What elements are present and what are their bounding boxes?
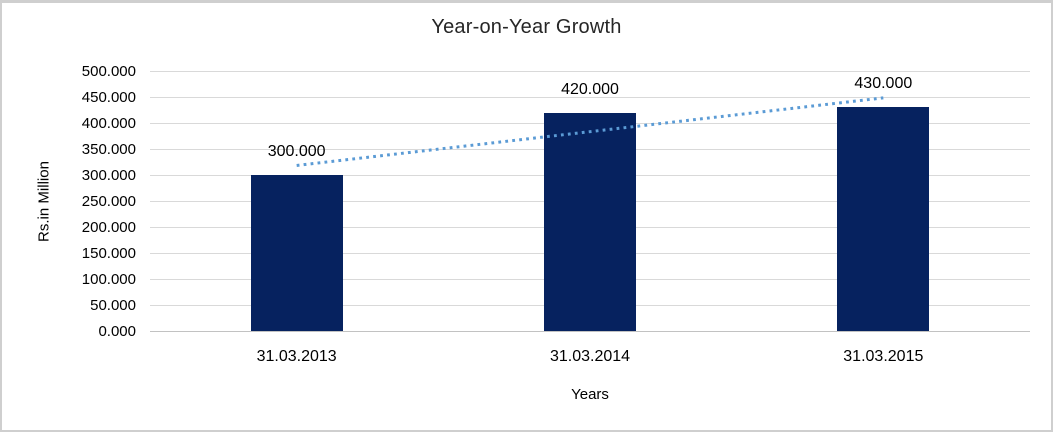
gridline [150,331,1030,332]
y-tick-label: 450.000 [81,89,136,106]
y-tick-label: 350.000 [81,141,136,158]
x-tick-label: 31.03.2015 [843,348,924,365]
y-tick-label: 200.000 [81,219,136,236]
trendline[interactable] [296,96,884,167]
y-tick-label: 100.000 [81,271,136,288]
gridline [150,71,1030,72]
y-tick-label: 400.000 [81,115,136,132]
data-label: 420.000 [561,80,619,98]
bar-31.03.2014[interactable] [544,112,636,331]
y-tick-label: 500.000 [81,63,136,80]
y-tick-label: 300.000 [81,167,136,184]
y-tick-label: 0.000 [98,323,136,340]
gridline [150,97,1030,98]
x-tick-label: 31.03.2013 [256,348,337,365]
data-label: 300.000 [267,143,326,160]
chart-title[interactable]: Year-on-Year Growth [431,16,622,38]
y-tick-label: 250.000 [81,193,136,210]
plot-area: 300.000 420.000 430.000 [150,71,1030,332]
trendline-layer [296,96,884,167]
y-tick-label: 150.000 [81,245,136,262]
x-axis-title: Years [571,386,609,403]
bar-31.03.2013[interactable] [250,175,343,331]
bar-31.03.2015[interactable] [837,107,930,331]
data-label: 430.000 [854,75,913,93]
y-tick-label: 50.000 [90,297,136,314]
x-tick-label: 31.03.2014 [549,348,631,365]
